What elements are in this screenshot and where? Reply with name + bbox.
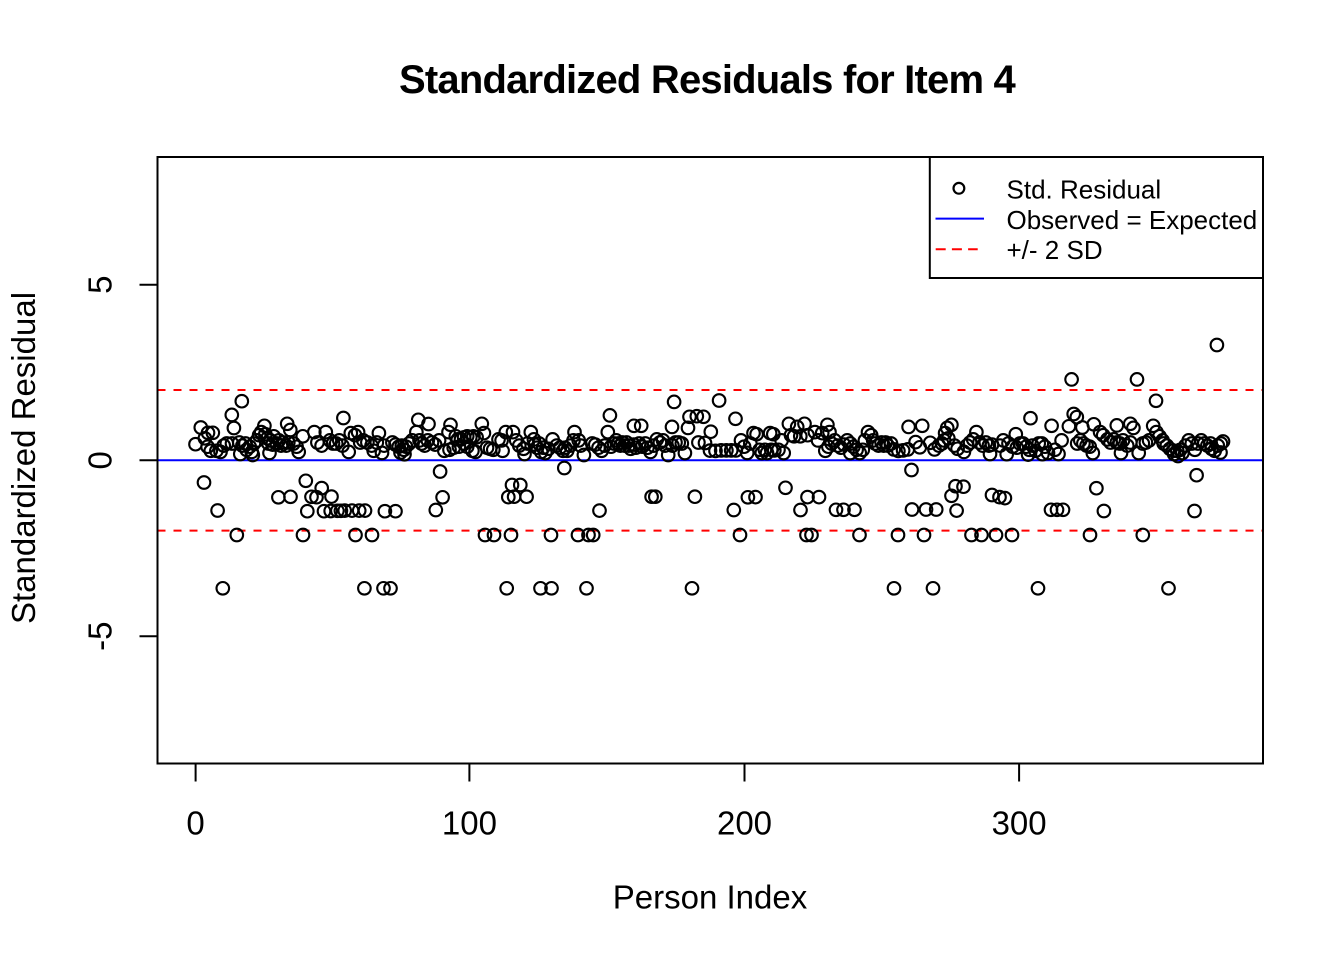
svg-text:Standardized Residuals for Ite: Standardized Residuals for Item 4 — [399, 58, 1017, 102]
svg-text:Person Index: Person Index — [613, 878, 808, 915]
svg-text:+/- 2 SD: +/- 2 SD — [1007, 235, 1103, 265]
svg-text:5: 5 — [82, 276, 119, 294]
svg-text:0: 0 — [186, 804, 204, 841]
svg-text:Std. Residual: Std. Residual — [1007, 175, 1162, 205]
svg-text:0: 0 — [82, 451, 119, 469]
svg-text:-5: -5 — [82, 622, 119, 651]
svg-text:100: 100 — [442, 804, 497, 841]
svg-text:Standardized Residual: Standardized Residual — [5, 292, 42, 624]
svg-text:200: 200 — [717, 804, 772, 841]
svg-text:300: 300 — [992, 804, 1047, 841]
svg-text:Observed = Expected: Observed = Expected — [1007, 205, 1258, 235]
